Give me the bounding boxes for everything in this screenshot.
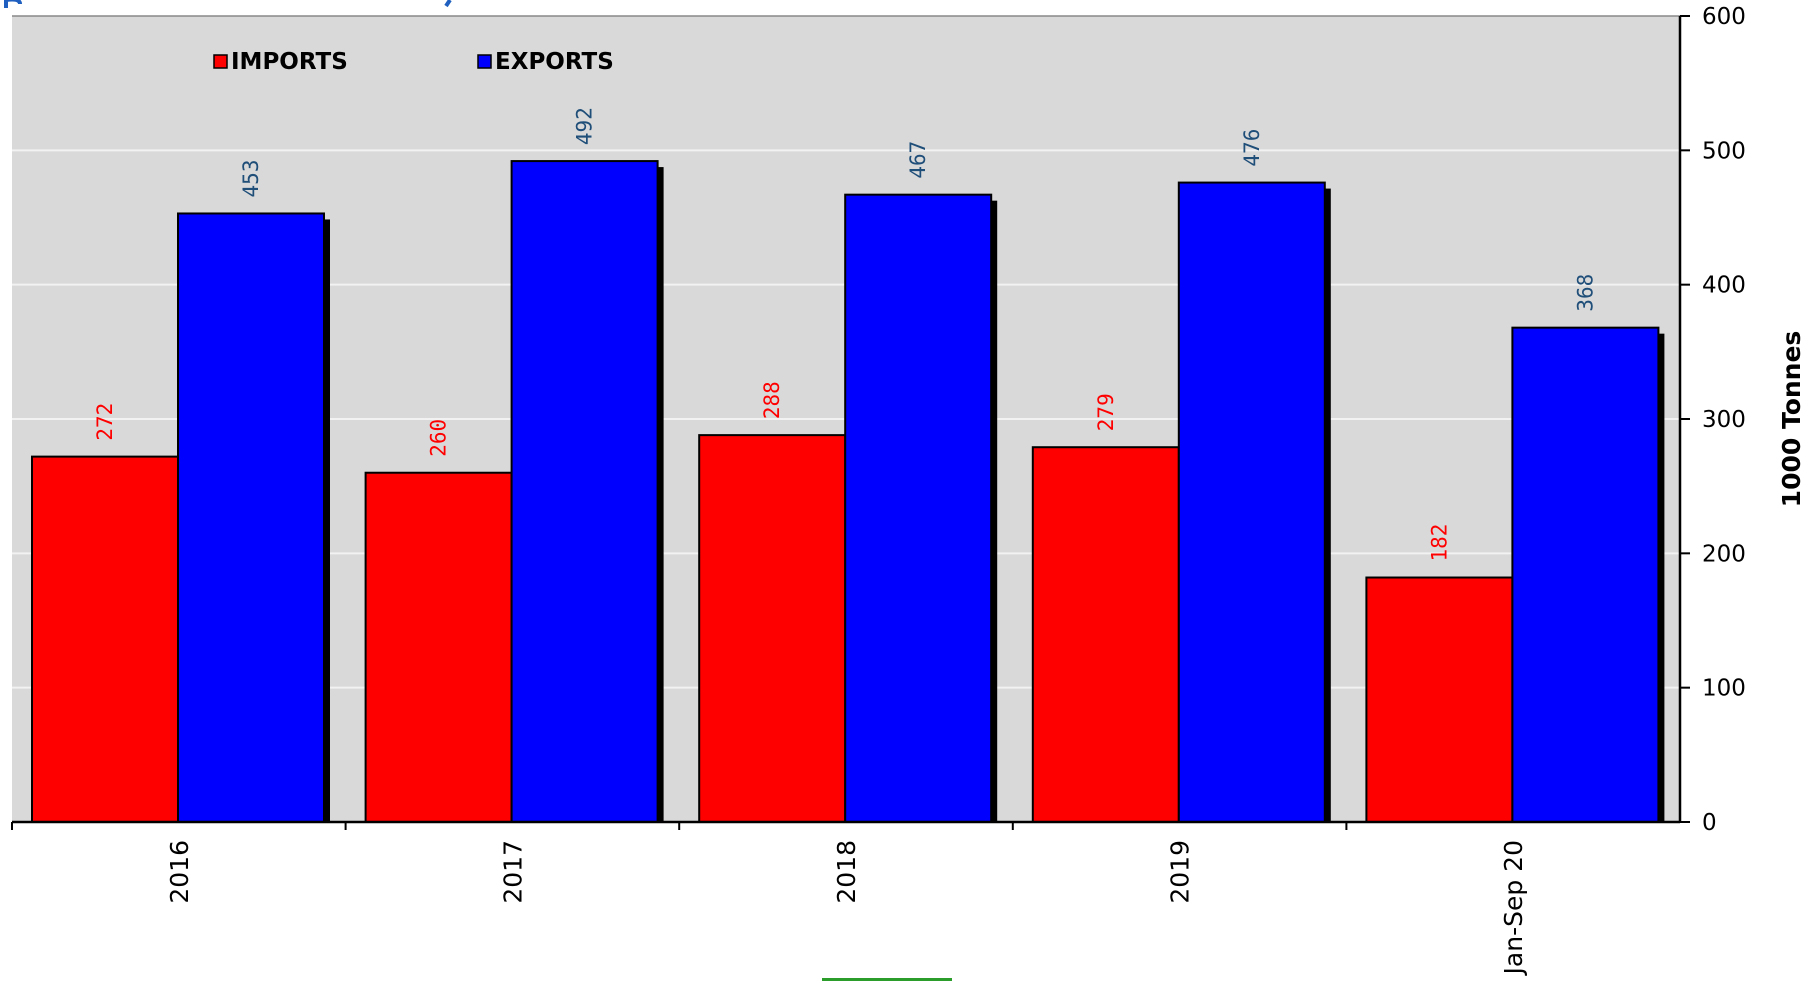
bottom-green-mark xyxy=(822,978,952,981)
legend-label-exports: EXPORTS xyxy=(495,49,614,75)
x-tick-label-0: 2016 xyxy=(165,840,194,904)
value-label-imports-1: 260 xyxy=(427,419,451,457)
value-label-exports-0: 453 xyxy=(239,160,263,198)
value-label-imports-2: 288 xyxy=(760,381,784,419)
y-tick-label: 500 xyxy=(1702,138,1746,164)
value-label-imports-4: 182 xyxy=(1427,524,1451,562)
legend-swatch-imports xyxy=(213,54,228,69)
y-tick-label: 100 xyxy=(1702,676,1746,702)
legend-label-imports: IMPORTS xyxy=(231,49,348,75)
value-label-imports-3: 279 xyxy=(1094,393,1118,431)
x-tick-label-4: Jan-Sep 20 xyxy=(1499,840,1528,976)
bar-imports-4 xyxy=(1365,576,1514,823)
value-label-exports-2: 467 xyxy=(906,141,930,179)
x-tick-label-1: 2017 xyxy=(498,840,527,904)
y-tick-label: 400 xyxy=(1702,273,1746,299)
value-label-exports-3: 476 xyxy=(1240,129,1264,167)
bar-exports-1 xyxy=(510,160,659,823)
y-tick-label: 0 xyxy=(1702,810,1717,836)
legend-swatch-exports xyxy=(477,54,492,69)
bar-exports-2 xyxy=(844,193,993,823)
value-label-imports-0: 272 xyxy=(93,403,117,441)
bar-imports-0 xyxy=(31,455,179,823)
y-tick-label: 600 xyxy=(1702,4,1746,30)
value-label-exports-4: 368 xyxy=(1573,274,1597,312)
x-tick-label-2: 2018 xyxy=(832,840,861,904)
bar-imports-2 xyxy=(698,434,847,823)
value-label-exports-1: 492 xyxy=(573,107,597,145)
bar-exports-0 xyxy=(177,212,325,824)
cropped-title-fragment xyxy=(4,0,452,8)
bar-imports-1 xyxy=(364,471,513,823)
x-tick-label-3: 2019 xyxy=(1166,840,1195,904)
y-tick-label: 300 xyxy=(1702,407,1746,433)
bar-imports-3 xyxy=(1031,446,1180,823)
y-tick-label: 200 xyxy=(1702,541,1746,567)
bar-exports-4 xyxy=(1511,326,1660,823)
y-axis-title: 1000 Tonnes xyxy=(1777,331,1806,508)
bar-exports-3 xyxy=(1177,181,1326,824)
